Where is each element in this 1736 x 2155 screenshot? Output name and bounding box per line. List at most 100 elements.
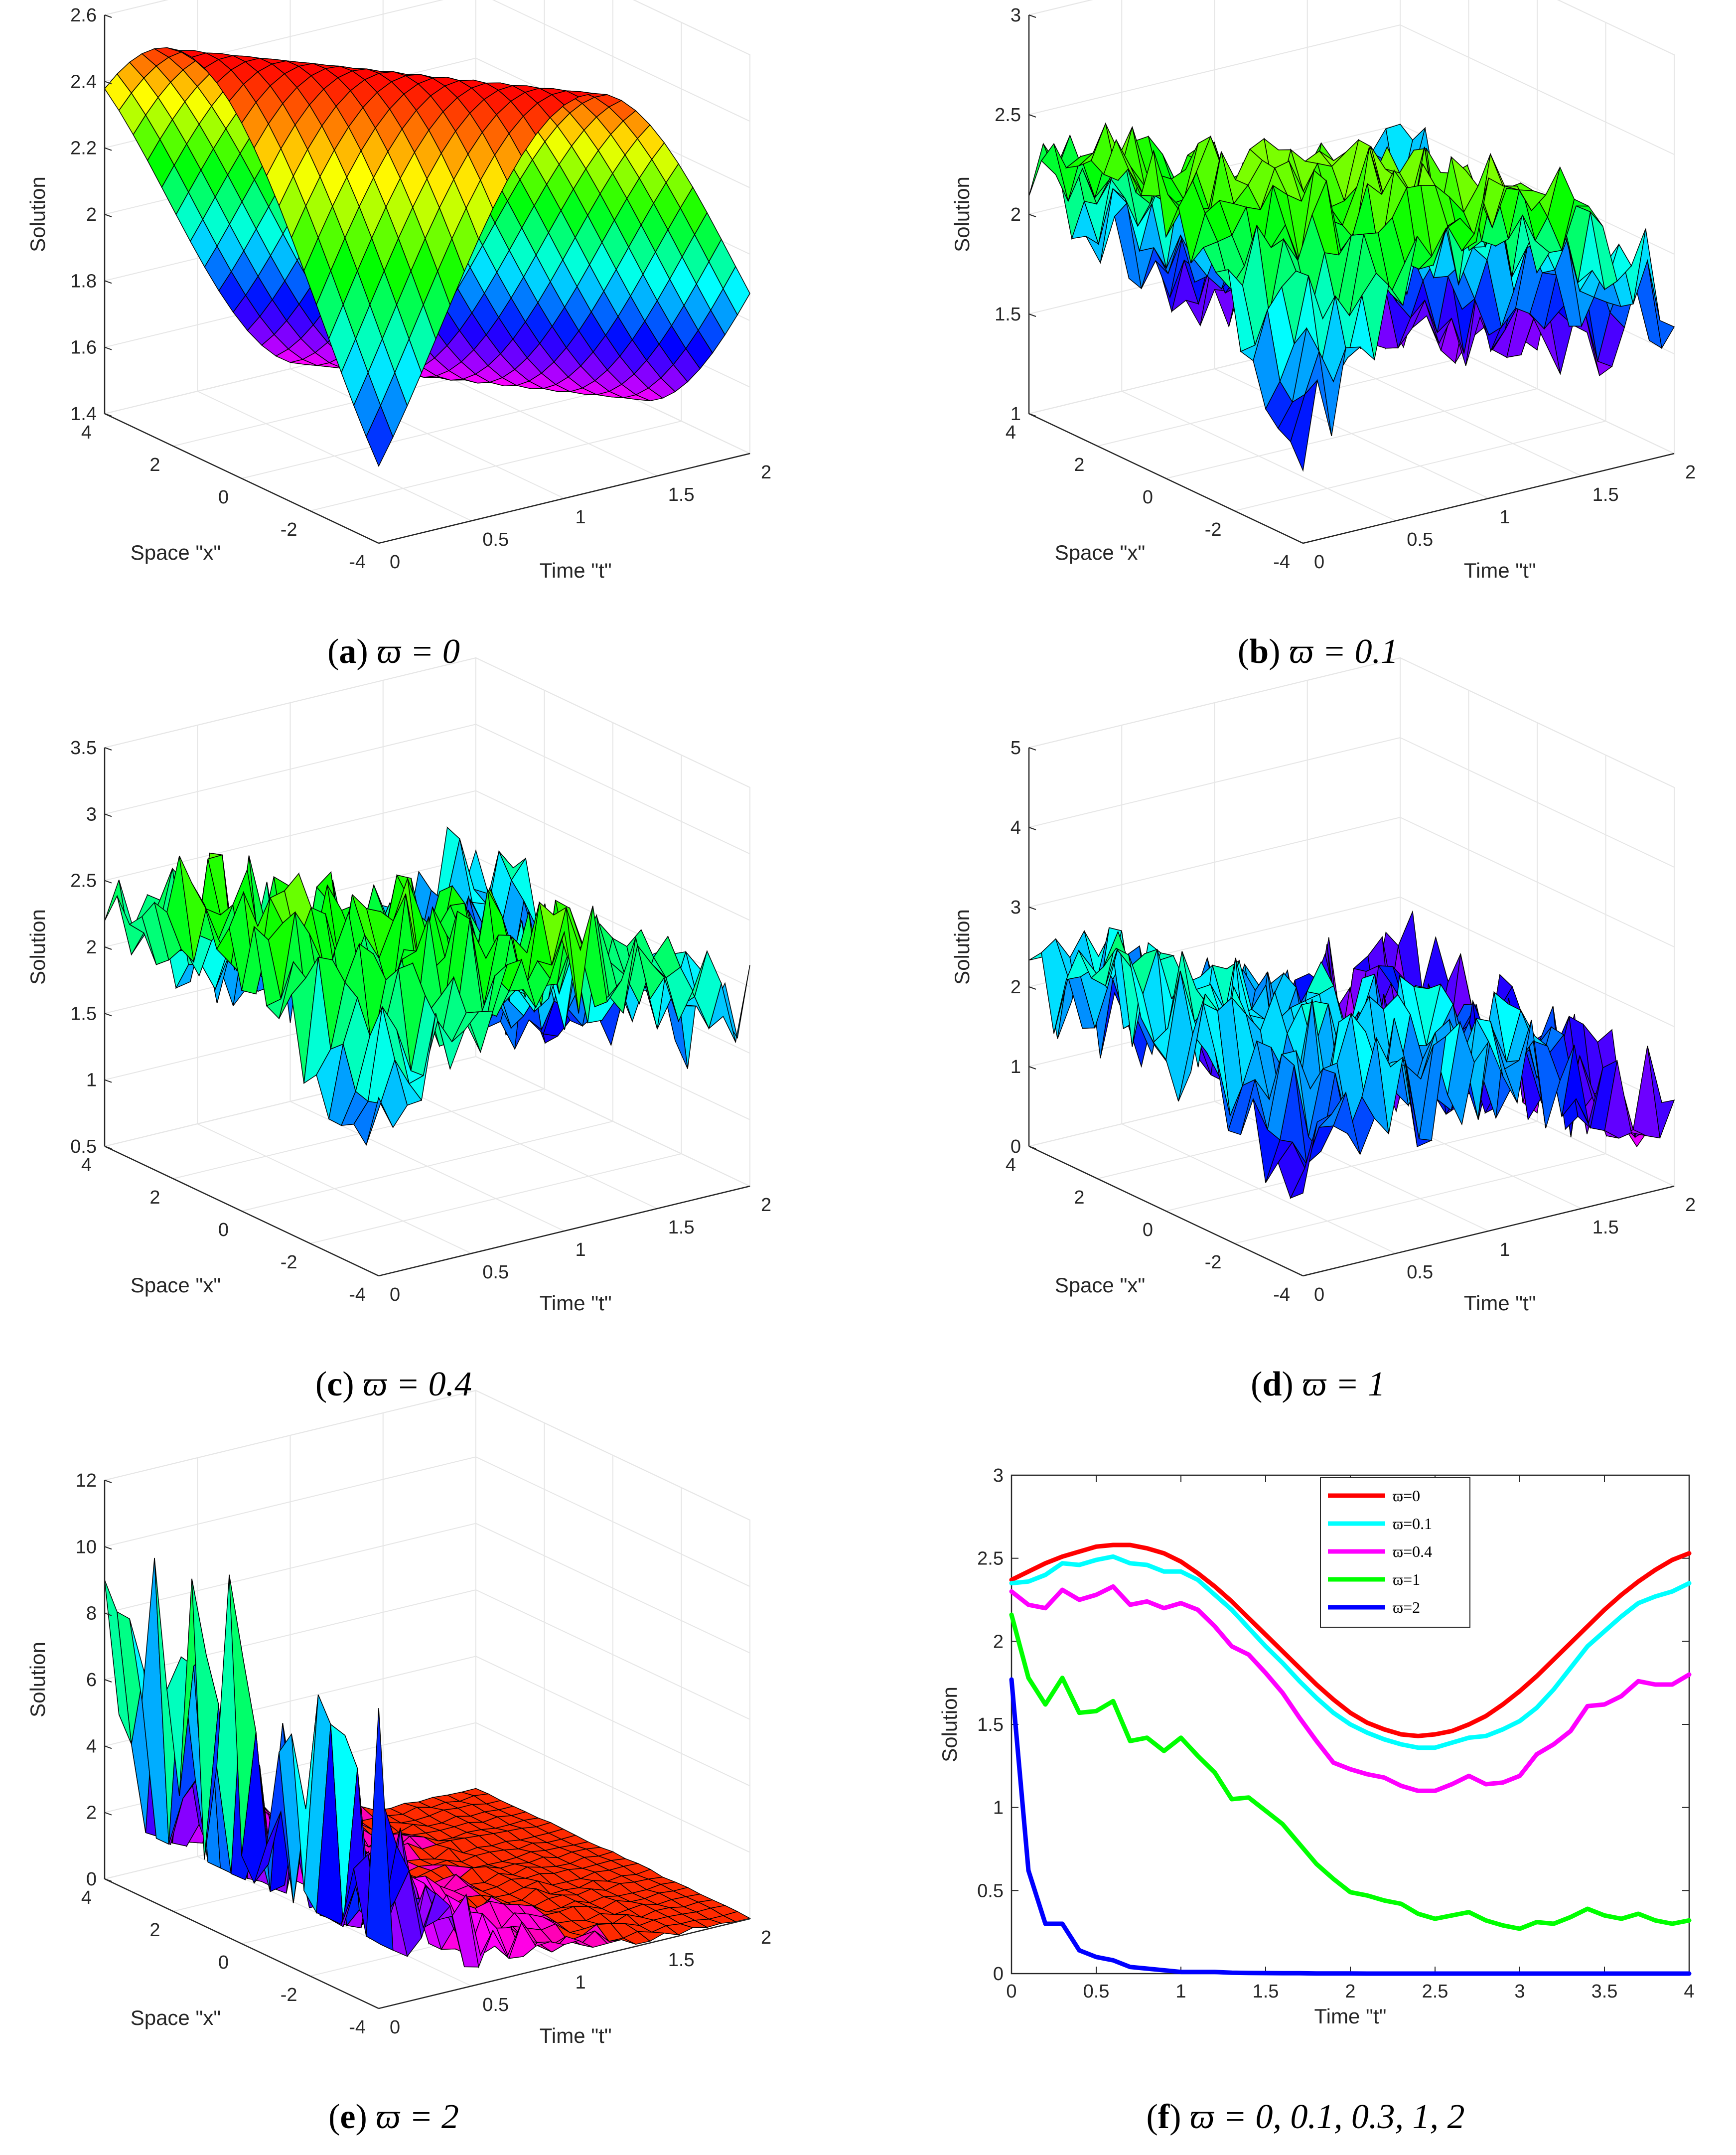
t-gridline: [475, 1056, 750, 1187]
t-gridline: [1307, 346, 1582, 476]
z-tick: [1028, 986, 1036, 990]
t-axis-label: Time "t": [540, 2024, 612, 2047]
t-tick-label: 0: [1314, 552, 1324, 573]
z-axis-label: Solution: [950, 176, 974, 252]
z-tick: [104, 214, 112, 217]
z-tick: [104, 1878, 112, 1882]
y-tick-label: 1: [993, 1798, 1004, 1819]
surface-patch: [366, 1708, 394, 1951]
caption-letter: e: [340, 2098, 355, 2136]
t-tick-label: 0.5: [482, 529, 509, 550]
z-tick: [104, 1745, 112, 1749]
surface-patch: [1290, 379, 1318, 472]
y-tick-label: 2: [993, 1631, 1004, 1652]
z-tick-label: 2.5: [995, 105, 1021, 126]
x-axis-label: Space "x": [1055, 1273, 1146, 1297]
caption-d: (d) ϖ = 1: [1251, 1365, 1385, 1403]
surface-panel-e: 0 2 4 6 8 10 12 Solution 4 2 0 -2 -4 Space "x" 0 0.5 1 1.…: [26, 1389, 771, 2047]
t-tick-label: 2: [761, 462, 771, 483]
z-tick: [104, 1679, 112, 1683]
z-tick: [104, 14, 112, 18]
caption-f: (f) ϖ = 0, 0.1, 0.3, 1, 2: [1146, 2098, 1464, 2136]
series-line-3: [1009, 1612, 1692, 1931]
x-tick-label: 0.5: [1083, 1981, 1110, 2002]
caption-omega: ϖ = 0, 0.1, 0.3, 1, 2: [1190, 2098, 1465, 2136]
x-tick-label: 0: [1006, 1981, 1016, 2002]
x-tick-label: -2: [1205, 519, 1222, 540]
z-axis-label: Solution: [26, 1642, 49, 1717]
caption-paren-close: ): [342, 1365, 363, 1403]
z-tick-label: 1: [1011, 404, 1021, 425]
x-tick-label: 4: [81, 1155, 92, 1176]
caption-paren-close: ): [1269, 632, 1289, 671]
z-tick: [104, 1146, 112, 1149]
t-tick-label: 1: [1500, 1239, 1510, 1260]
z-tick: [104, 1546, 112, 1550]
z-tick: [104, 946, 112, 950]
caption-letter: a: [339, 632, 356, 671]
caption-omega: ϖ = 2: [376, 2098, 459, 2136]
caption-a: (a) ϖ = 0: [327, 632, 460, 671]
t-tick-label: 2: [1685, 1195, 1696, 1216]
x-tick-label: 1: [1175, 1981, 1186, 2002]
y-axis-label: Solution: [938, 1687, 961, 1762]
y-tick-label: 3: [993, 1465, 1004, 1486]
z-tick-label: 6: [86, 1670, 97, 1691]
t-tick-label: 1.5: [1592, 1217, 1619, 1238]
z-tick: [1028, 14, 1036, 18]
legend-label: ϖ=0: [1393, 1487, 1420, 1505]
z-tick-label: 2: [86, 937, 97, 958]
x-tick-label: 0: [218, 1220, 229, 1240]
z-tick: [1028, 1146, 1036, 1149]
z-tick: [1028, 313, 1036, 317]
x-axis-line: [104, 1145, 379, 1277]
z-tick-label: 0.5: [70, 1136, 97, 1157]
z-tick: [1028, 1066, 1036, 1070]
surface-panel-a: 1.4 1.6 1.8 2 2.2 2.4 2.6 Solution 4 2 0 -2 -4 Space …: [26, 0, 771, 582]
t-tick-label: 1.5: [668, 484, 695, 505]
y-tick-label: 1.5: [977, 1714, 1004, 1735]
t-tick-label: 1: [1500, 507, 1510, 528]
z-tick-label: 4: [1011, 817, 1021, 838]
z-tick: [1028, 907, 1036, 910]
z-tick: [104, 280, 112, 284]
z-tick-label: 2.2: [70, 138, 97, 159]
z-tick-label: 2: [1011, 977, 1021, 998]
z-tick-label: 1: [1011, 1057, 1021, 1078]
caption-e: (e) ϖ = 2: [328, 2098, 459, 2136]
x-axis-label: Space "x": [131, 541, 221, 564]
z-tick: [104, 1079, 112, 1083]
t-gridline: [383, 1078, 658, 1209]
x-tick-label: 1.5: [1253, 1981, 1279, 2002]
z-tick: [104, 880, 112, 884]
surface-panel-c: 0.5 1 1.5 2 2.5 3 3.5 Solution 4 2 0 -2 -4 Space "x" 0…: [26, 657, 771, 1315]
caption-omega: ϖ = 0.1: [1289, 632, 1398, 671]
z-tick: [104, 413, 112, 417]
caption-paren-close: ): [356, 632, 377, 671]
caption-paren-open: (: [327, 632, 339, 671]
x-tick-label: -4: [349, 1284, 366, 1305]
surface-panel-d: 0 1 2 3 4 5 Solution 4 2 0 -2 -4 Space "x" 0 0.5 1 1.5 2 T…: [950, 657, 1696, 1315]
x-tick-label: 2: [149, 455, 160, 475]
z-tick: [104, 1612, 112, 1616]
y-tick-label: 2.5: [977, 1548, 1004, 1569]
t-tick-label: 0.5: [482, 1995, 509, 2015]
t-tick-label: 1: [576, 507, 586, 528]
t-tick-label: 0: [390, 552, 400, 573]
t-gridline: [1214, 368, 1489, 499]
legend-label: ϖ=0.1: [1393, 1515, 1432, 1533]
x-tick-label: -4: [1273, 1284, 1290, 1305]
t-axis-line: [378, 1918, 750, 2009]
z-tick-label: 3: [1011, 897, 1021, 918]
x-tick-label: 4: [1006, 1155, 1016, 1176]
z-tick-label: 1.6: [70, 337, 97, 358]
caption-paren-open: (: [1251, 1365, 1262, 1403]
t-tick-label: 0: [390, 2017, 400, 2038]
x-tick-label: 0: [218, 1952, 229, 1973]
t-tick-label: 1.5: [1592, 484, 1619, 505]
t-tick-label: 0: [390, 1284, 400, 1305]
caption-letter: c: [327, 1365, 342, 1403]
z-tick: [1028, 114, 1036, 118]
z-tick: [1028, 747, 1036, 751]
